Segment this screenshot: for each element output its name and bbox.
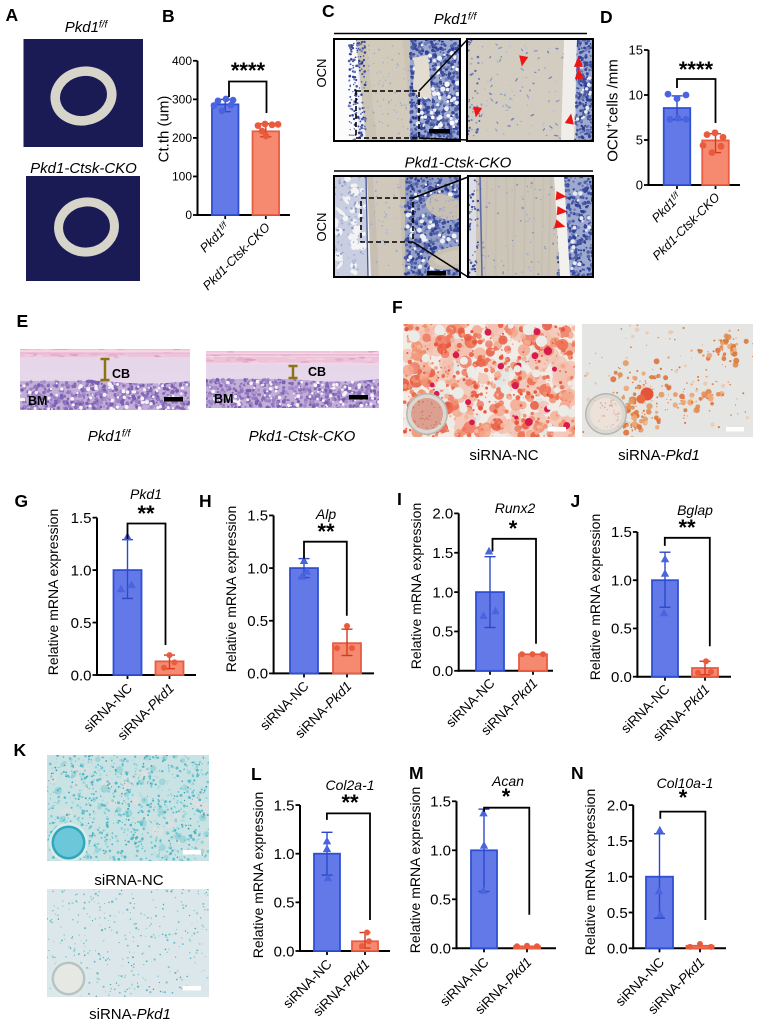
svg-text:D: D [600, 7, 613, 27]
svg-text:E: E [17, 311, 29, 331]
svg-text:100: 100 [172, 170, 192, 184]
svg-text:Pkd1-Ctsk-CKO: Pkd1-Ctsk-CKO [30, 160, 137, 177]
svg-text:Ct.th (um): Ct.th (um) [156, 96, 173, 163]
svg-text:10: 10 [629, 88, 643, 103]
svg-text:CB: CB [112, 367, 130, 381]
svg-text:F: F [392, 297, 403, 317]
svg-text:0: 0 [185, 208, 192, 222]
svg-text:****: **** [231, 58, 266, 83]
svg-text:CB: CB [308, 365, 326, 379]
svg-text:300: 300 [172, 93, 192, 107]
svg-text:B: B [162, 6, 175, 26]
svg-text:Pkd1f/f: Pkd1f/f [88, 428, 132, 445]
svg-text:Pkd1-Ctsk-CKO: Pkd1-Ctsk-CKO [249, 428, 356, 445]
svg-text:0: 0 [636, 178, 643, 193]
svg-text:OCN+cells /mm: OCN+cells /mm [605, 59, 622, 162]
svg-text:****: **** [679, 57, 714, 82]
svg-text:Pkd1f/f: Pkd1f/f [434, 11, 478, 28]
svg-text:OCN: OCN [314, 213, 329, 242]
svg-text:BM: BM [28, 394, 47, 408]
svg-text:200: 200 [172, 131, 192, 145]
svg-text:15: 15 [629, 43, 643, 58]
svg-text:400: 400 [172, 54, 192, 68]
svg-text:BM: BM [214, 392, 233, 406]
svg-text:C: C [322, 1, 335, 21]
svg-text:Pkd1-Ctsk-CKO: Pkd1-Ctsk-CKO [405, 155, 512, 172]
svg-text:OCN: OCN [314, 59, 329, 88]
svg-text:Pkd1f/f: Pkd1f/f [65, 19, 109, 36]
svg-text:A: A [6, 5, 19, 25]
svg-text:5: 5 [636, 133, 643, 148]
